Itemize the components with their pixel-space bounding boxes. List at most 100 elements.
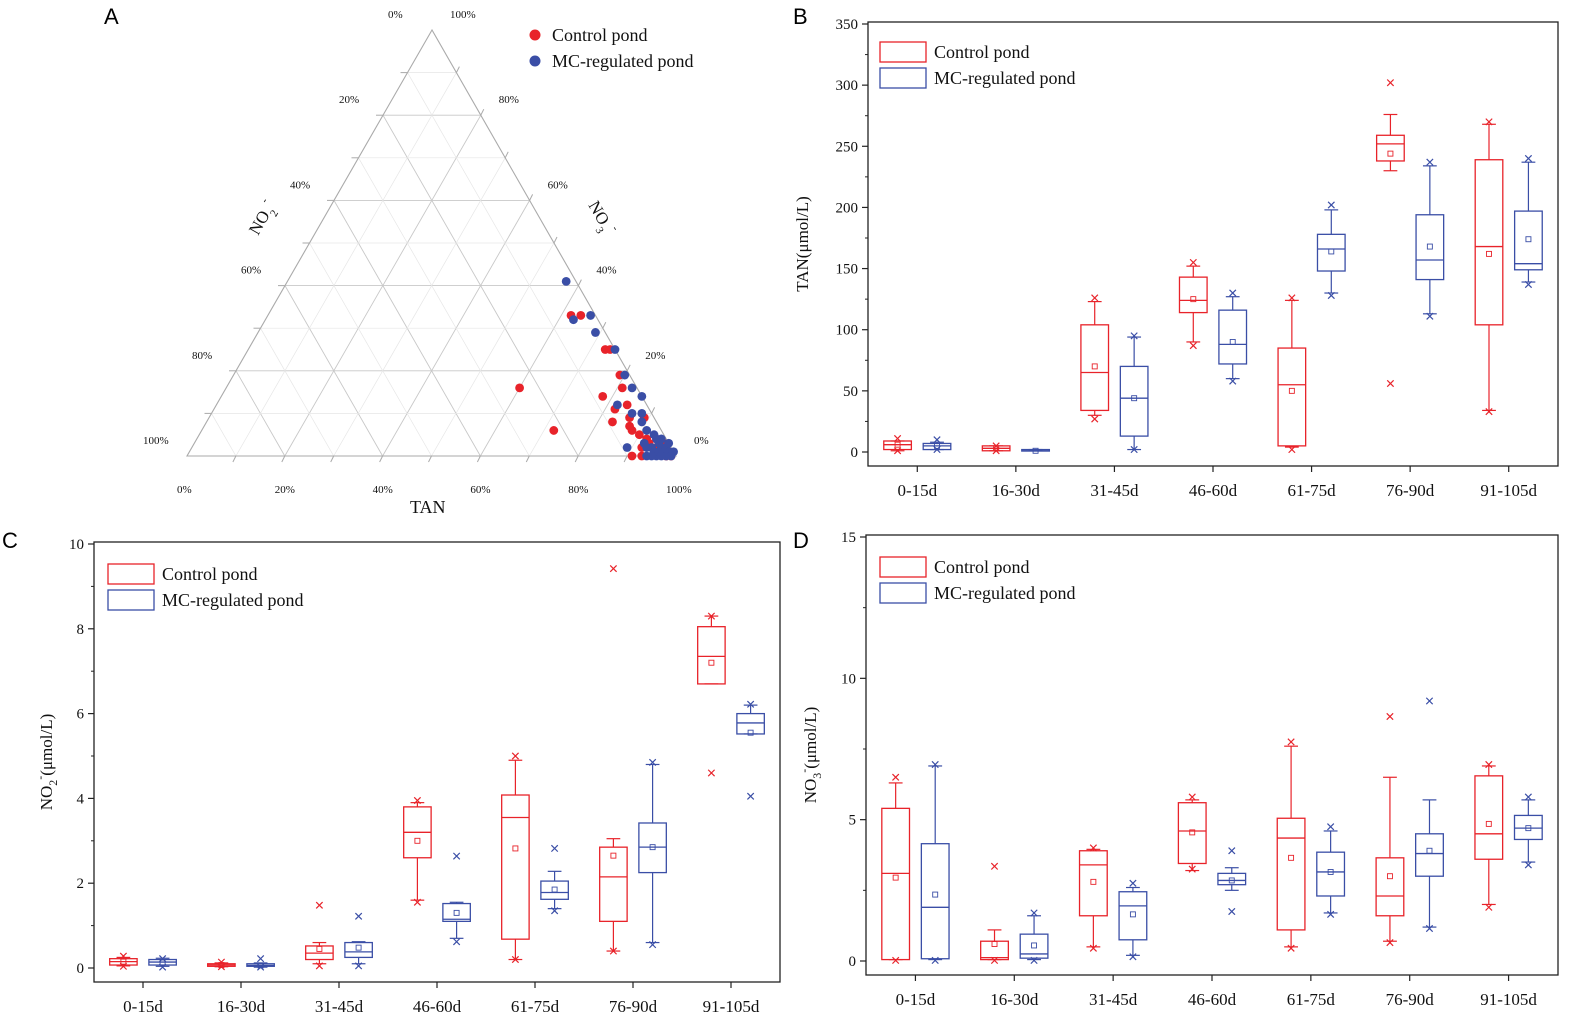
ternary-right-axis-label-main: NO [585,198,614,229]
ternary-left-tick-label: 60% [241,265,261,277]
control-point [622,400,632,410]
box-extreme [1030,909,1038,917]
box-mean [1386,873,1393,880]
box-extreme [1229,377,1237,385]
mc-box [1316,823,1346,918]
x-tick-label: 0-15d [123,997,163,1016]
control-box [1474,118,1504,416]
box-extreme [707,612,716,620]
box-mean [355,944,362,951]
ternary-tick [623,455,628,463]
control-box [1178,258,1208,350]
box-mean [1228,877,1235,884]
ternary-minor-gridline [333,157,506,457]
ternary-tick [455,66,460,73]
y-tick-label: 350 [836,17,859,33]
box-extreme [1327,201,1335,209]
ternary-tick [553,236,558,244]
box-extreme [1091,294,1099,302]
mc-box [1513,793,1543,869]
control-box [207,958,236,971]
mc-point [622,443,632,452]
mc-point [561,276,571,286]
box-extreme [1288,294,1296,302]
box-mean [316,945,323,952]
mc-point [620,370,630,380]
x-tick-label: 31-45d [315,997,364,1016]
x-tick-label: 31-45d [1090,481,1139,500]
box-extreme [1485,408,1493,416]
box-mean [1525,825,1532,832]
box-extreme [707,769,716,777]
mc-point [639,438,649,448]
control-box [1474,760,1504,911]
box-extreme [1524,861,1532,869]
ternary-left-tick-label: 80% [192,350,212,362]
control-box [501,752,530,964]
x-tick-label: 76-90d [609,997,658,1016]
box-extreme [1425,697,1434,705]
box-mean [1031,942,1038,949]
box-extreme [746,792,755,800]
box-extreme [1228,907,1236,916]
mc-point [666,451,676,461]
mc-box [638,758,667,949]
ternary-bottom-tick-label: 80% [568,484,588,496]
x-tick-label: 46-60d [1189,481,1238,500]
box-mean [1190,296,1197,303]
box-mean [708,659,715,666]
legend-control-label: Control pond [934,557,1030,577]
x-tick-label: 76-90d [1386,481,1435,500]
box-mean [934,442,940,449]
box-extreme [609,564,618,573]
box-iqr [1375,857,1405,917]
ternary-tick [504,151,509,159]
box-mean [1387,150,1394,157]
box-extreme [1287,944,1295,952]
ternary-minor-gridline [528,328,604,457]
ternary-tick [379,455,384,463]
control-box [1177,793,1207,873]
ternary-bottom-tick-label: 0% [177,484,192,496]
box-extreme [992,442,1000,450]
box-mean [1189,829,1196,836]
box-mean [1426,847,1433,854]
mc-point [627,409,637,418]
box-extreme [1089,944,1097,952]
ternary-left-tick-label: 0% [388,9,403,21]
box-mean [1485,820,1492,827]
box-extreme [511,752,520,760]
mc-point [664,438,674,448]
box-mean [1032,447,1039,454]
box-extreme [1426,312,1434,320]
ternary-minor-gridline [431,242,555,457]
control-box [980,862,1010,965]
mc-box [1119,332,1149,454]
box-extreme [550,844,559,853]
x-tick-label: 61-75d [1287,481,1336,500]
x-tick-label: 46-60d [413,997,462,1016]
box-mean [1091,363,1098,370]
box-extreme [1287,738,1295,746]
control-box [1375,712,1405,947]
box-mean [1328,248,1335,255]
mc-box [1118,879,1148,961]
legend-mc-marker [529,55,541,67]
box-extreme [1386,79,1395,87]
ternary-left-axis-label: NO2- [245,196,281,238]
mc-box [1019,909,1049,965]
box-extreme [1327,291,1335,300]
box-extreme [1188,865,1196,873]
box-extreme [158,963,167,971]
y-tick-label: 2 [77,876,85,892]
box-iqr [1119,365,1149,437]
ternary-left-tick-label: 20% [339,94,359,106]
box-extreme [256,963,265,971]
x-tick-label: 31-45d [1089,990,1138,1009]
y-tick-label: 6 [77,707,85,723]
legend-mc-label: MC-regulated pond [162,590,303,610]
box-mean [159,959,166,966]
box-iqr [920,843,950,960]
y-tick-label: 200 [836,200,859,216]
control-box [883,434,913,455]
